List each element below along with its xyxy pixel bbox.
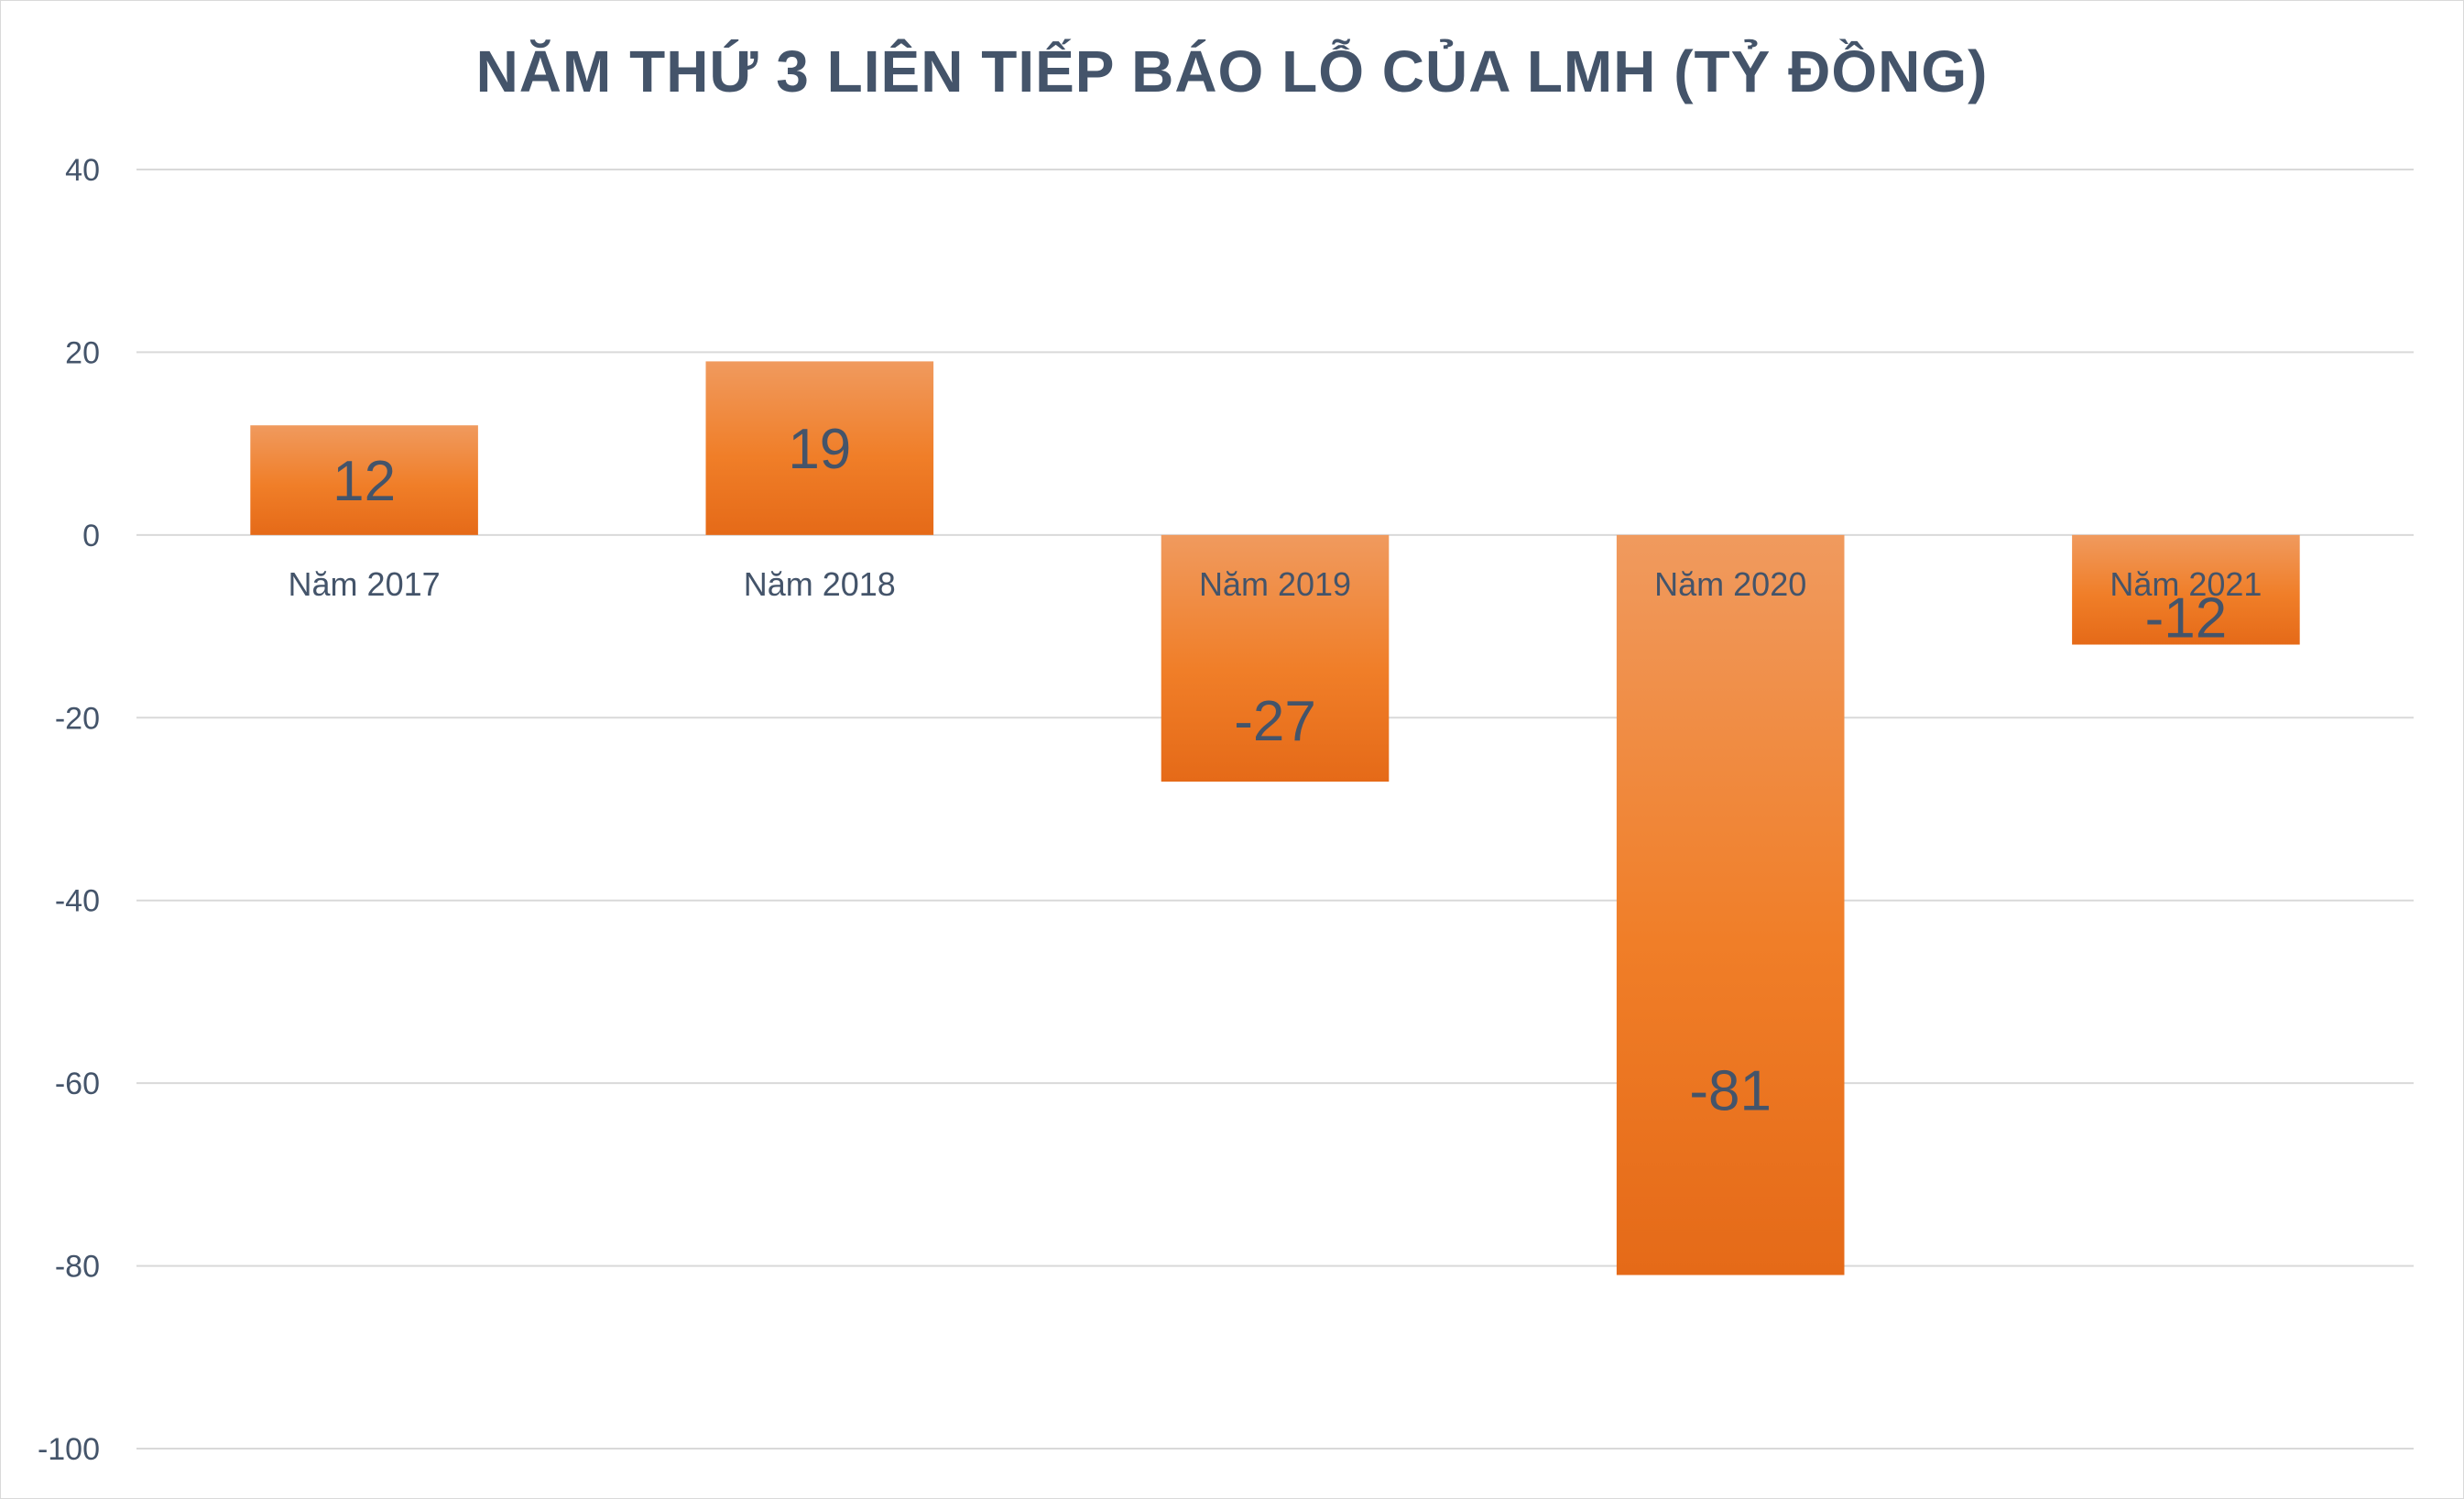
data-labels: 12 19 -27 -81 -12 — [333, 418, 2227, 1122]
category-labels: Năm 2017 Năm 2018 Năm 2019 Năm 2020 Năm 2021 — [289, 565, 2262, 603]
y-tick-label: -60 — [55, 1067, 100, 1101]
bar — [705, 361, 934, 535]
bar — [1616, 534, 1845, 1275]
category-label: Năm 2019 — [1199, 565, 1351, 603]
bars — [250, 361, 2300, 1275]
data-label: -12 — [2145, 587, 2228, 651]
category-label: Năm 2021 — [2110, 565, 2262, 603]
category-label: Năm 2018 — [744, 565, 896, 603]
y-tick-label: -20 — [55, 701, 100, 736]
y-axis-ticks: 40 20 0 -20 -40 -60 -80 -100 — [38, 153, 100, 1467]
bar — [1161, 534, 1390, 782]
data-label: 19 — [788, 418, 851, 481]
y-tick-label: -80 — [55, 1250, 100, 1285]
gridlines — [136, 169, 2414, 1450]
y-tick-label: -100 — [38, 1432, 100, 1467]
data-label: 12 — [333, 450, 396, 513]
y-tick-label: -40 — [55, 884, 100, 919]
bar — [250, 425, 478, 535]
chart-title: NĂM THỨ 3 LIÊN TIẾP BÁO LỖ CỦA LMH (TỶ Đ… — [475, 38, 1989, 104]
category-label: Năm 2020 — [1654, 565, 1806, 603]
bar — [2072, 534, 2300, 645]
data-label: -81 — [1689, 1060, 1772, 1123]
data-label: -27 — [1234, 690, 1316, 753]
y-tick-label: 0 — [82, 519, 100, 553]
y-tick-label: 40 — [65, 153, 100, 188]
category-label: Năm 2017 — [289, 565, 441, 603]
y-tick-label: 20 — [65, 335, 100, 370]
